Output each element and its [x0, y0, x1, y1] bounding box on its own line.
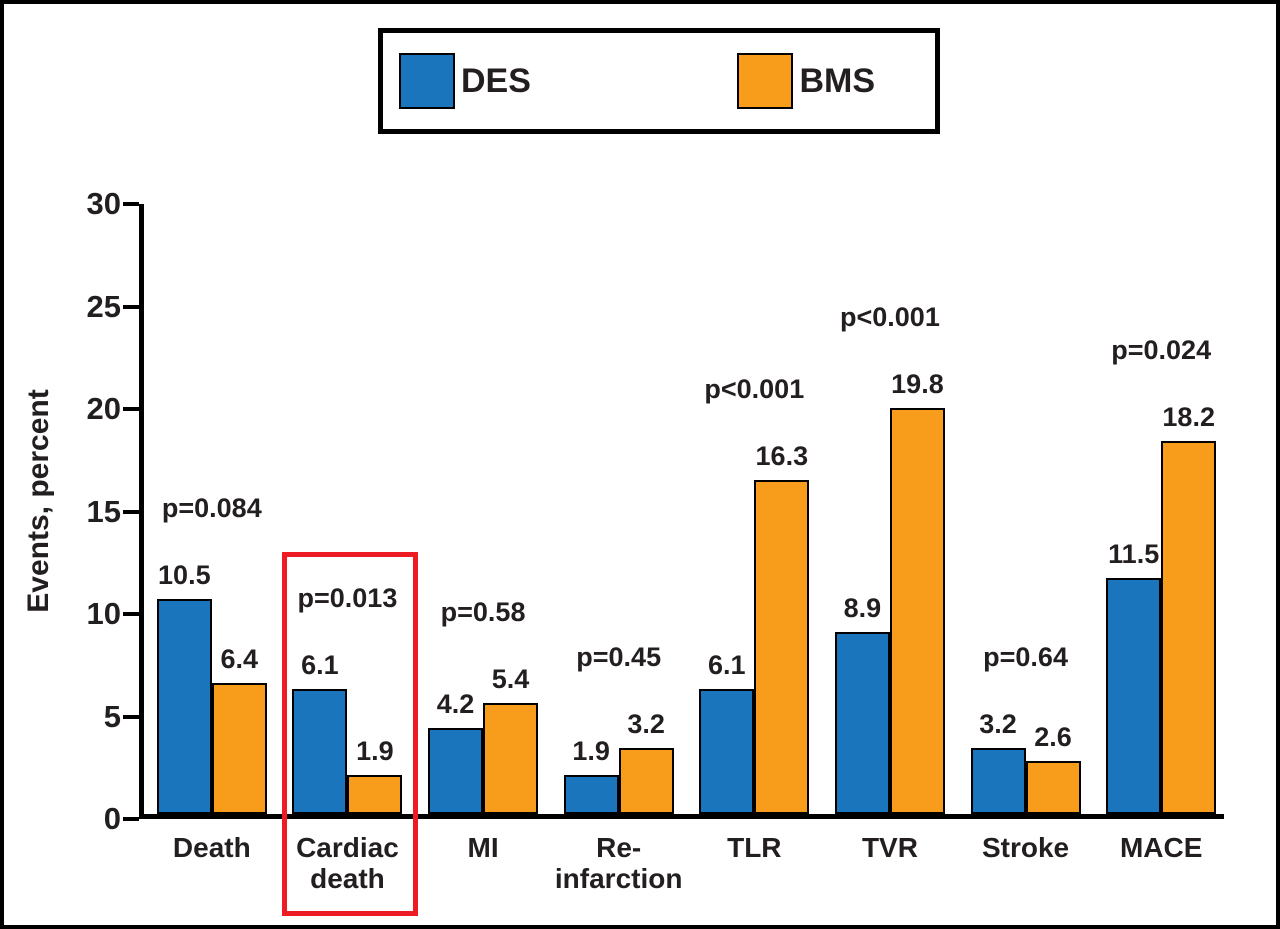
value-label-bms-stroke: 2.6 — [1034, 721, 1072, 752]
value-label-bms-cardiac-death: 1.9 — [356, 736, 394, 767]
bms-bar-cardiac-death — [347, 775, 403, 814]
bms-bar-mi — [483, 703, 539, 814]
bms-bar-stroke — [1025, 760, 1081, 814]
legend-label-bms: BMS — [799, 61, 875, 100]
legend-item-des: DES — [399, 53, 531, 109]
y-axis-tick — [123, 612, 139, 616]
x-axis-label-tlr: TLR — [727, 832, 782, 863]
des-bar-tvr — [834, 631, 890, 814]
x-axis-label-death: Death — [172, 832, 251, 863]
p-value-label-stroke: p=0.64 — [983, 642, 1068, 673]
value-label-bms-tlr: 16.3 — [755, 440, 809, 471]
y-axis-tick-label: 20 — [86, 391, 121, 426]
des-bar-re-infarction — [563, 775, 619, 814]
y-axis-tick — [123, 304, 139, 309]
bar-group-mi: 4.2 5.4 p=0.58 — [415, 199, 551, 814]
value-label-des-stroke: 3.2 — [979, 709, 1017, 740]
value-label-des-re-infarction: 1.9 — [572, 736, 610, 767]
value-label-des-mace: 11.5 — [1108, 539, 1160, 570]
value-label-des-tlr: 6.1 — [708, 649, 746, 680]
des-bar-death — [156, 598, 212, 814]
bms-bar-mace — [1161, 440, 1217, 814]
plot-area: 0 5 10 15 20 25 30 10.5 6.4 p=0.084 6.1 1.9 p=0.013 4… — [87, 187, 1224, 836]
highlight-box-cardiac-death — [281, 552, 419, 916]
des-swatch — [399, 53, 455, 109]
p-value-label-tvr: p<0.001 — [840, 302, 940, 333]
bms-bar-tvr — [889, 408, 945, 814]
bar-group-stroke: 3.2 2.6 p=0.64 — [958, 199, 1094, 814]
x-axis-label-mace: MACE — [1119, 832, 1203, 863]
value-label-bms-re-infarction: 3.2 — [627, 709, 665, 740]
y-axis-tick-label: 30 — [86, 186, 121, 221]
des-bar-cardiac-death — [292, 688, 348, 814]
y-axis-tick-label: 25 — [86, 288, 121, 324]
value-label-bms-tvr: 19.8 — [891, 369, 944, 400]
y-axis-tick — [123, 407, 139, 411]
p-value-label-re-infarction: p=0.45 — [576, 642, 662, 673]
bms-bar-death — [211, 682, 267, 814]
chart-legend: DES BMS — [378, 28, 940, 134]
des-bar-mace — [1106, 578, 1162, 814]
value-label-des-tvr: 8.9 — [843, 592, 882, 623]
value-label-bms-mace: 18.2 — [1162, 401, 1215, 432]
bar-group-mace: 11.5 18.2 p=0.024 — [1093, 199, 1229, 814]
y-axis-tick — [123, 509, 139, 514]
x-axis-label-tvr: TVR — [861, 832, 918, 863]
bar-group-cardiac-death: 6.1 1.9 p=0.013 — [280, 199, 416, 814]
p-value-label-death: p=0.084 — [161, 492, 262, 523]
bar-group-tlr: 6.1 16.3 p<0.001 — [687, 199, 823, 814]
value-label-des-death: 10.5 — [158, 559, 211, 590]
p-value-label-cardiac-death: p=0.013 — [297, 582, 398, 613]
x-axis-label-stroke: Stroke — [981, 832, 1070, 863]
des-bar-mi — [428, 727, 484, 814]
legend-label-des: DES — [461, 61, 531, 100]
p-value-label-mace: p=0.024 — [1111, 334, 1212, 365]
value-label-bms-mi: 5.4 — [491, 664, 530, 695]
p-value-label-tlr: p<0.001 — [704, 373, 805, 404]
x-axis-labels: Death Cardiac death MI Re-infarction TLR TVR St… — [144, 827, 1229, 907]
y-axis-title: Events, percent — [22, 389, 55, 613]
x-axis-label-re-infarction: Re-infarction — [554, 832, 683, 895]
y-axis-tick-label: 5 — [103, 698, 121, 734]
p-value-label-mi: p=0.58 — [440, 597, 526, 628]
bms-bar-tlr — [754, 479, 810, 814]
y-axis-tick — [123, 714, 139, 719]
y-axis-tick-label: 0 — [103, 801, 121, 836]
bar-group-tvr: 8.9 19.8 p<0.001 — [822, 199, 958, 814]
bar-group-death: 10.5 6.4 p=0.084 — [144, 199, 280, 814]
des-bar-stroke — [970, 748, 1026, 814]
bms-swatch — [737, 53, 794, 109]
x-axis-label-mi: MI — [467, 832, 499, 863]
y-axis-tick — [123, 202, 139, 206]
value-label-bms-death: 6.4 — [220, 643, 259, 674]
des-bar-tlr — [699, 688, 755, 814]
y-axis-tick-label: 10 — [86, 596, 121, 631]
x-axis-label-cardiac-death: Cardiac death — [296, 832, 399, 895]
bms-bar-re-infarction — [618, 748, 674, 814]
y-axis-tick-label: 15 — [86, 493, 121, 529]
value-label-des-mi: 4.2 — [436, 688, 475, 719]
y-axis-tick — [123, 817, 139, 821]
value-label-des-cardiac-death: 6.1 — [301, 649, 339, 680]
legend-item-bms: BMS — [737, 53, 875, 109]
bar-group-re-infarction: 1.9 3.2 p=0.45 — [551, 199, 687, 814]
